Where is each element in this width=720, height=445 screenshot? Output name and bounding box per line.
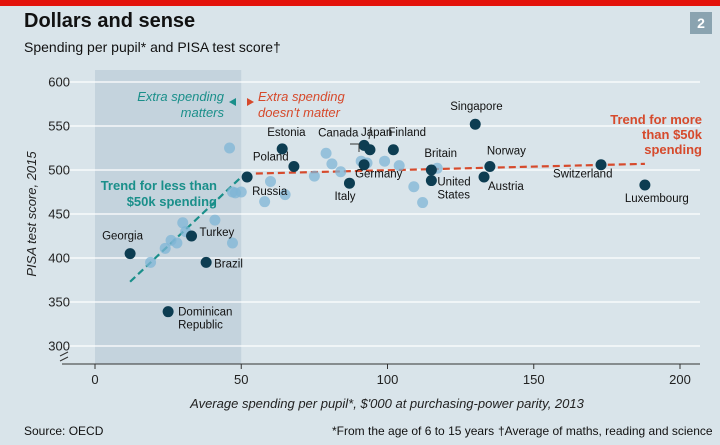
highlighted-point <box>387 144 399 156</box>
highlighted-point <box>241 171 253 183</box>
country-point <box>326 158 338 170</box>
point-label: Britain <box>424 148 457 160</box>
country-point <box>226 237 238 249</box>
highlighted-point <box>276 143 288 155</box>
accent-bar <box>0 0 720 6</box>
highlighted-point <box>484 160 496 172</box>
highlighted-point <box>358 159 370 171</box>
point-label: Luxembourg <box>625 193 689 205</box>
point-label: Norway <box>487 145 526 157</box>
x-tick-label: 0 <box>91 372 98 387</box>
annotation-doesnt-matter: doesn't matter <box>258 105 341 120</box>
country-point <box>393 160 405 172</box>
point-label: States <box>437 190 470 202</box>
x-tick-label: 150 <box>523 372 545 387</box>
point-label: Poland <box>253 151 289 163</box>
annotation-matters: matters <box>181 105 225 120</box>
point-label: Republic <box>178 320 223 332</box>
highlighted-point <box>288 160 300 172</box>
y-tick-label: 300 <box>48 339 70 354</box>
trend-label-high: than $50k <box>642 127 703 142</box>
point-label: Dominican <box>178 307 232 319</box>
country-point <box>335 166 347 178</box>
country-point <box>308 170 320 182</box>
point-label: Switzerland <box>553 169 612 181</box>
point-label: Germany <box>355 169 403 181</box>
country-point <box>320 147 332 159</box>
highlighted-point <box>186 230 198 242</box>
y-tick-label: 450 <box>48 207 70 222</box>
highlighted-point <box>425 164 437 176</box>
highlighted-point <box>595 159 607 171</box>
country-point <box>177 217 189 229</box>
trend-label-low: Trend for less than <box>101 178 217 193</box>
y-tick-label: 400 <box>48 251 70 266</box>
leader-line-japan <box>368 126 372 140</box>
arrow-left-icon <box>229 98 236 106</box>
annotation-doesnt-matter: Extra spending <box>258 89 345 104</box>
source-note: Source: OECD <box>24 424 104 438</box>
trend-label-low: $50k spending <box>127 194 217 209</box>
chart-number-badge: 2 <box>690 12 712 34</box>
highlighted-point <box>200 256 212 268</box>
y-tick-label: 550 <box>48 119 70 134</box>
annotation-matters: Extra spending <box>137 89 224 104</box>
point-label: Brazil <box>214 258 243 270</box>
x-tick-label: 50 <box>234 372 248 387</box>
leader-line-canada <box>350 143 360 152</box>
highlighted-point <box>343 177 355 189</box>
country-point <box>171 237 183 249</box>
highlighted-point <box>364 144 376 156</box>
trend-label-high: Trend for more <box>610 112 702 127</box>
country-point <box>408 181 420 193</box>
point-label: Turkey <box>200 227 235 239</box>
arrow-right-icon <box>247 98 254 106</box>
y-tick-label: 500 <box>48 163 70 178</box>
point-label: Estonia <box>267 127 306 139</box>
point-label: Singapore <box>450 101 502 113</box>
point-label: Russia <box>252 186 288 198</box>
point-label: Japan <box>361 127 392 139</box>
country-point <box>379 155 391 167</box>
country-point <box>417 197 429 209</box>
highlighted-point <box>425 175 437 187</box>
trend-line-high <box>255 162 645 175</box>
chart-subtitle: Spending per pupil* and PISA test score† <box>24 39 281 55</box>
country-point <box>209 214 221 226</box>
y-tick-label: 600 <box>48 75 70 90</box>
country-point <box>259 196 271 208</box>
country-point <box>265 175 276 187</box>
country-point <box>145 256 157 268</box>
x-axis-label: Average spending per pupil*, $'000 at pu… <box>189 396 584 411</box>
country-point <box>159 242 171 254</box>
footnote-spending: *From the age of 6 to 15 years <box>332 424 495 438</box>
y-tick-label: 350 <box>48 295 70 310</box>
y-axis-label: PISA test score, 2015 <box>24 151 39 277</box>
point-label: Canada <box>318 127 359 139</box>
axis-break-marker <box>59 351 69 362</box>
point-label: United <box>437 177 470 189</box>
x-tick-label: 100 <box>377 372 399 387</box>
highlighted-point <box>162 306 174 318</box>
highlighted-point <box>124 248 136 260</box>
country-point <box>235 186 247 198</box>
point-label: Finland <box>388 127 426 139</box>
point-label: Italy <box>334 191 355 203</box>
point-label: Georgia <box>102 231 144 243</box>
chart-title: Dollars and sense <box>24 10 196 32</box>
highlighted-point <box>469 118 481 130</box>
x-tick-label: 200 <box>669 372 691 387</box>
point-label: Austria <box>488 181 524 193</box>
trend-label-high: spending <box>644 142 702 157</box>
highlighted-point <box>478 171 490 183</box>
country-point <box>224 142 236 154</box>
highlighted-point <box>639 179 651 191</box>
country-point <box>279 189 291 201</box>
footnote-score: †Average of maths, reading and science <box>498 424 713 438</box>
